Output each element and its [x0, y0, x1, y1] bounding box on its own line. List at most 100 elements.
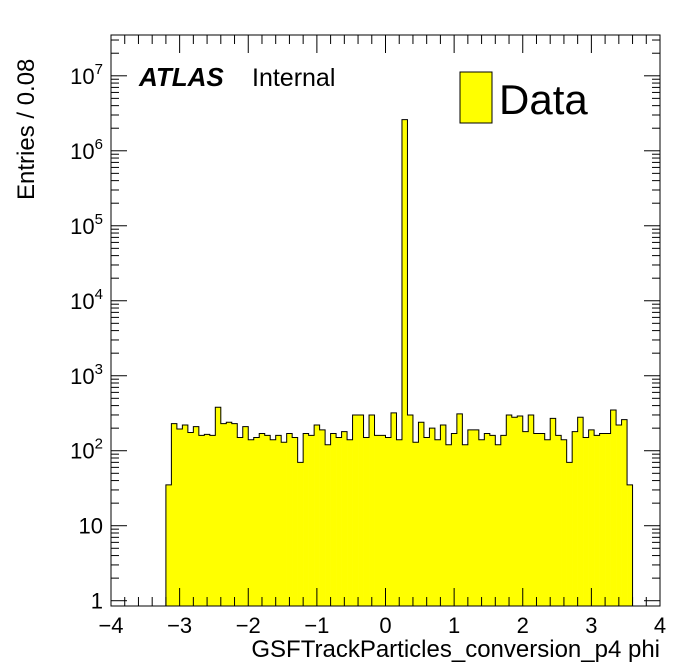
histogram-bin [594, 435, 600, 606]
histogram-bin [489, 435, 496, 606]
histogram-bin [182, 425, 189, 606]
histogram-bin [506, 414, 513, 606]
histogram-bin [330, 433, 337, 606]
x-tick-label: 0 [379, 613, 391, 638]
x-tick-label: 3 [585, 613, 597, 638]
histogram-bin [226, 422, 233, 606]
y-tick-label: 1 [91, 589, 103, 614]
histogram-bin [588, 429, 595, 606]
histogram-bin [308, 435, 315, 606]
x-tick-label: −3 [167, 613, 192, 638]
histogram-bin [445, 444, 452, 606]
histogram-bin [248, 439, 255, 606]
histogram-bin [176, 428, 183, 606]
histogram-bin [434, 439, 441, 606]
histogram-bin [544, 439, 551, 606]
histogram-bin [473, 429, 480, 606]
histogram-bin [380, 435, 386, 606]
histogram-bin [528, 414, 535, 606]
histogram-bin [204, 434, 211, 606]
y-axis-tick-labels: 1 10 102 103 104 105 106 107 [70, 61, 103, 614]
histogram-bin [352, 414, 359, 606]
histogram-bin [621, 419, 628, 606]
histogram-bin [390, 412, 397, 606]
histogram-bin [511, 417, 518, 606]
histogram-bin [561, 439, 567, 606]
y-tick-label: 10 [79, 514, 103, 539]
histogram-bin [336, 437, 342, 606]
atlas-label: ATLAS [138, 62, 224, 92]
histogram-bin [198, 435, 205, 606]
histogram-bin [462, 444, 469, 606]
histogram-bin [577, 417, 584, 606]
histogram-bin [374, 435, 381, 606]
histogram-bin [220, 423, 227, 606]
histogram-bin [341, 431, 348, 606]
x-axis-tick-labels: −4 −3 −2 −1 0 1 2 3 4 [98, 613, 666, 638]
y-tick-label: 103 [70, 361, 103, 389]
histogram-bin [407, 414, 414, 606]
histogram-bin [423, 437, 430, 606]
histogram-bin [500, 435, 507, 606]
histogram-bin [610, 409, 617, 606]
histogram-bin [418, 422, 425, 606]
histogram-bin [412, 442, 419, 606]
histogram-outline [165, 119, 634, 606]
histogram-bin [550, 418, 556, 606]
histogram-bin [478, 439, 485, 606]
histogram-bin [517, 416, 524, 606]
histogram-bin [401, 119, 408, 607]
histogram-bin [363, 437, 370, 606]
histogram-bin [495, 444, 502, 606]
histogram-bin [259, 433, 266, 606]
x-tick-label: 2 [517, 613, 529, 638]
y-tick-label: 105 [70, 211, 103, 239]
x-axis-ticks [110, 35, 661, 606]
histogram-bin [215, 407, 222, 606]
histogram-bin [242, 426, 249, 606]
internal-label: Internal [252, 64, 335, 92]
y-tick-label: 102 [70, 436, 103, 464]
histogram-bin [264, 435, 271, 606]
histogram-bin [292, 437, 298, 606]
histogram-bin [385, 437, 392, 606]
histogram-bin [583, 437, 589, 606]
y-axis-ticks [111, 39, 660, 602]
histogram-bin [314, 425, 320, 606]
y-axis-title: Entries / 0.08 [13, 59, 40, 200]
histogram-bars [165, 119, 633, 607]
histogram-bin [440, 425, 447, 606]
histogram-bin [627, 484, 633, 606]
histogram-bin [566, 462, 573, 606]
y-tick-label: 107 [70, 61, 103, 89]
histogram-bin [572, 431, 578, 606]
histogram-bin [451, 433, 458, 606]
histogram-bin [286, 433, 293, 606]
histogram-bin [253, 437, 260, 606]
x-tick-label: 1 [448, 613, 460, 638]
histogram-bin [187, 432, 194, 606]
x-tick-label: −1 [304, 613, 329, 638]
y-tick-label: 104 [70, 286, 103, 314]
histogram-bin [484, 433, 491, 606]
histogram-bin [533, 433, 540, 606]
histogram-bin [297, 462, 304, 606]
histogram-bin [171, 423, 178, 606]
histogram-bin [522, 431, 529, 606]
histogram-bin [193, 426, 200, 606]
histogram-bin [599, 433, 606, 606]
histogram-bin [555, 435, 562, 606]
histogram-bin [231, 423, 238, 606]
histogram-bin [396, 439, 403, 606]
histogram-bin [605, 433, 611, 606]
histogram-bin [325, 444, 331, 606]
histogram-bin [275, 435, 282, 606]
legend-label: Data [499, 76, 588, 123]
histogram-bin [165, 484, 172, 606]
x-tick-label: −4 [98, 613, 123, 638]
histogram-bin [303, 433, 309, 606]
histogram-bin [209, 435, 216, 606]
histogram-bin [237, 437, 244, 606]
histogram-bin [456, 413, 463, 606]
